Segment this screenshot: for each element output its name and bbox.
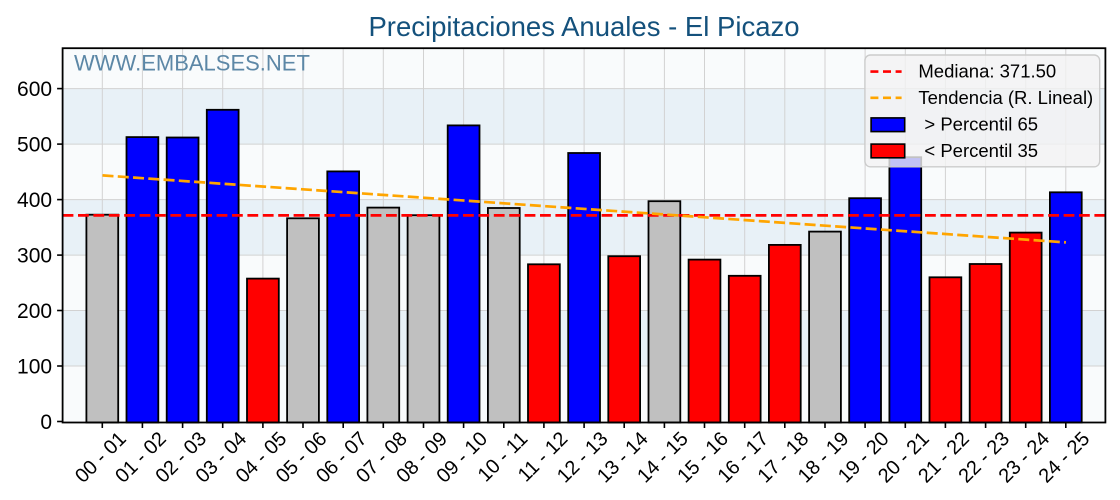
svg-text:400: 400 (17, 189, 52, 212)
svg-text:Tendencia (R. Lineal): Tendencia (R. Lineal) (918, 87, 1093, 108)
svg-text:600: 600 (17, 78, 52, 101)
svg-text:0: 0 (40, 411, 52, 434)
svg-text:> Percentil 65: > Percentil 65 (924, 114, 1038, 135)
svg-text:WWW.EMBALSES.NET: WWW.EMBALSES.NET (74, 51, 310, 76)
svg-text:500: 500 (17, 133, 52, 156)
svg-text:100: 100 (17, 355, 52, 378)
svg-text:200: 200 (17, 300, 52, 323)
svg-text:< Percentil 35: < Percentil 35 (924, 140, 1038, 161)
svg-text:300: 300 (17, 244, 52, 267)
svg-text:Precipitaciones Anuales - El P: Precipitaciones Anuales - El Picazo (368, 11, 799, 42)
svg-text:Mediana: 371.50: Mediana: 371.50 (918, 61, 1056, 82)
